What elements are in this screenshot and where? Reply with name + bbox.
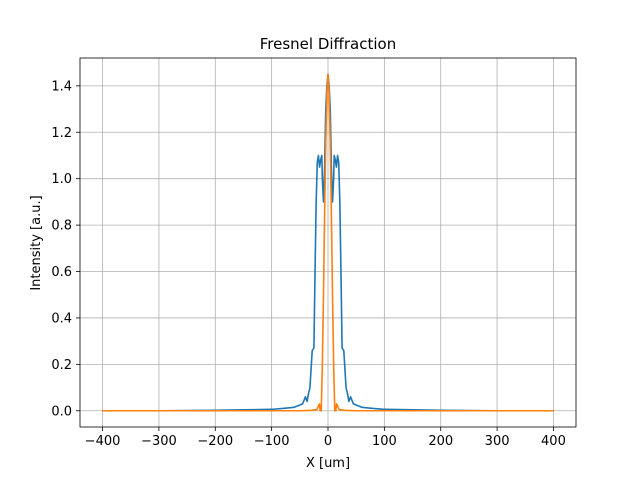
grid bbox=[80, 58, 576, 427]
y-tick-label: 0.6 bbox=[51, 265, 72, 280]
y-axis-label: Intensity [a.u.] bbox=[29, 195, 44, 290]
x-tick-label: 200 bbox=[428, 434, 453, 449]
x-tick-label: 100 bbox=[372, 434, 397, 449]
series-group bbox=[101, 73, 555, 412]
y-tick-label: 1.2 bbox=[51, 126, 72, 141]
x-tick-label: −400 bbox=[85, 434, 121, 449]
y-tick-label: 0.0 bbox=[51, 404, 72, 419]
chart-title: Fresnel Diffraction bbox=[260, 35, 396, 53]
x-tick-label: −100 bbox=[254, 434, 290, 449]
x-axis-label: X [um] bbox=[306, 456, 350, 471]
y-tick-label: 0.4 bbox=[51, 311, 72, 326]
y-tick-label: 1.0 bbox=[51, 172, 72, 187]
y-tick-label: 0.8 bbox=[51, 219, 72, 234]
x-tick-label: −200 bbox=[197, 434, 233, 449]
x-tick-label: 300 bbox=[485, 434, 510, 449]
x-axis: −400 −300 −200 −100 0 100 200 300 400 bbox=[85, 427, 566, 449]
x-tick-label: 0 bbox=[324, 434, 332, 449]
y-axis: 0.0 0.2 0.4 0.6 0.8 1.0 1.2 1.4 bbox=[51, 79, 80, 419]
y-tick-label: 1.4 bbox=[51, 79, 72, 94]
series-line-2 bbox=[101, 73, 555, 412]
y-tick-label: 0.2 bbox=[51, 358, 72, 373]
x-tick-label: 400 bbox=[541, 434, 566, 449]
x-tick-label: −300 bbox=[141, 434, 177, 449]
